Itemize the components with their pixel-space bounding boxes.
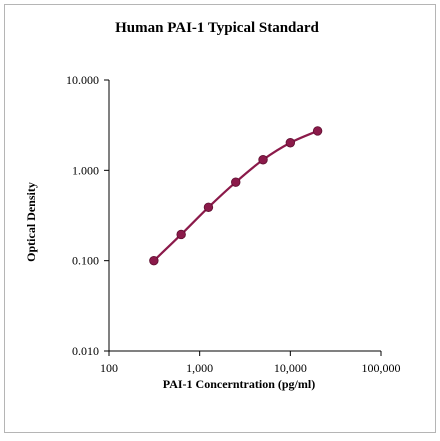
series-layer [149, 126, 323, 266]
data-point [231, 177, 241, 187]
y-ticks: 0.010 0.100 1.000 10.000 [66, 73, 109, 358]
x-tick-label: 1,000 [186, 361, 213, 375]
y-axis-label: Optical Density [24, 182, 38, 262]
data-point [285, 138, 296, 148]
chart-frame: Human PAI-1 Typical Standard 100 1,000 10,… [4, 4, 436, 433]
data-point [203, 202, 214, 212]
chart-title: Human PAI-1 Typical Standard [115, 20, 319, 36]
data-point [176, 229, 186, 240]
x-tick-label: 10,000 [274, 361, 307, 375]
data-point [258, 155, 268, 165]
standard-curve-chart: Human PAI-1 Typical Standard 100 1,000 10,… [24, 20, 401, 391]
plot-area: 100 1,000 10,000 100,000 0.010 0.100 1.000 10.… [66, 73, 401, 375]
x-axis-label: PAI-1 Concerntration (pg/ml) [163, 377, 315, 391]
y-tick-label: 0.100 [72, 254, 99, 268]
x-ticks: 100 1,000 10,000 100,000 [100, 351, 401, 375]
data-point [312, 126, 323, 136]
y-tick-label: 0.010 [72, 344, 99, 358]
x-tick-label: 100,000 [362, 361, 401, 375]
data-point [149, 255, 159, 266]
x-tick-label: 100 [100, 361, 118, 375]
series-line [153, 129, 319, 262]
y-tick-label: 10.000 [66, 73, 99, 87]
y-tick-label: 1.000 [72, 163, 99, 177]
